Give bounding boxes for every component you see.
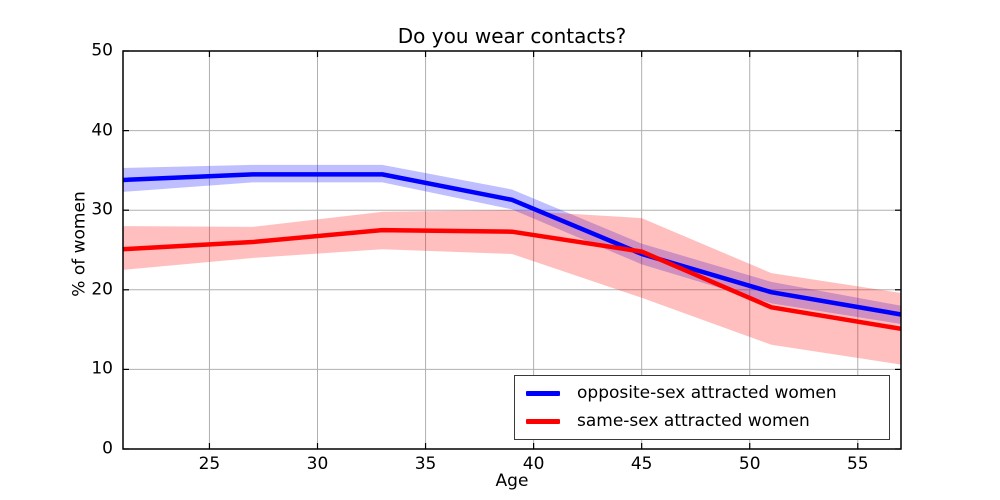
legend-row-same-sex: same-sex attracted women <box>515 408 889 436</box>
confidence-band <box>123 210 901 365</box>
y-tick-label: 30 <box>91 199 113 220</box>
data-line <box>122 172 902 317</box>
legend-row-opposite-sex: opposite-sex attracted women <box>515 380 889 408</box>
x-axis-label: Age <box>495 471 529 491</box>
legend-label: opposite-sex attracted women <box>577 383 837 403</box>
y-tick-label: 50 <box>91 40 113 61</box>
legend-line-swatch-blue <box>526 391 560 396</box>
x-tick-label: 40 <box>522 454 545 474</box>
y-tick-label: 40 <box>91 120 113 141</box>
axes-frame <box>122 50 902 450</box>
y-tick-label: 20 <box>91 279 113 300</box>
x-tick-label: 30 <box>306 454 329 474</box>
legend-label: same-sex attracted women <box>577 411 810 431</box>
y-tick-label: 10 <box>91 358 113 379</box>
chart-title: Do you wear contacts? <box>397 24 627 48</box>
x-tick-label: 25 <box>198 454 221 474</box>
legend-line-swatch-red <box>526 419 560 424</box>
x-tick-label: 45 <box>630 454 653 474</box>
x-tick-label: 35 <box>414 454 437 474</box>
y-tick-label: 0 <box>102 438 113 459</box>
x-tick-label: 50 <box>738 454 761 474</box>
x-tick-label: 55 <box>846 454 869 474</box>
confidence-band <box>123 164 901 325</box>
data-line <box>122 227 902 332</box>
legend: opposite-sex attracted women same-sex at… <box>514 375 890 440</box>
